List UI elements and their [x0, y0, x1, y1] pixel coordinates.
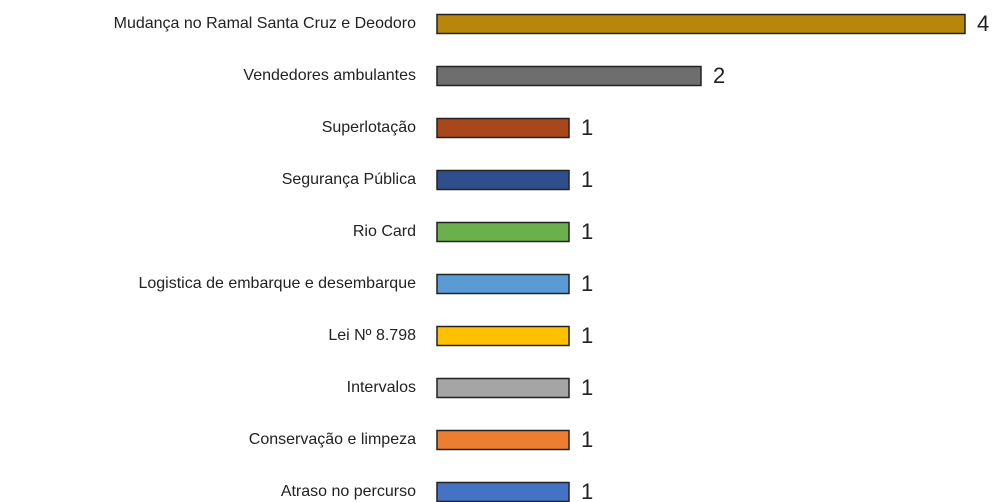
bar — [436, 221, 570, 243]
category-label: Superlotação — [322, 119, 416, 136]
category-label: Intervalos — [347, 379, 416, 396]
category-label: Logistica de embarque e desembarque — [138, 275, 416, 292]
value-label: 1 — [581, 167, 593, 192]
bar — [436, 377, 570, 399]
bar — [436, 325, 570, 347]
bar — [436, 169, 570, 191]
category-label: Mudança no Ramal Santa Cruz e Deodoro — [114, 15, 416, 32]
bar — [436, 273, 570, 295]
value-label: 1 — [581, 323, 593, 348]
value-label: 2 — [713, 63, 725, 88]
value-label: 4 — [977, 11, 989, 36]
category-label: Lei Nº 8.798 — [328, 327, 416, 344]
category-label: Segurança Pública — [282, 171, 416, 188]
value-label: 1 — [581, 375, 593, 400]
category-label: Conservação e limpeza — [249, 431, 416, 448]
value-label: 1 — [581, 115, 593, 140]
bar — [436, 13, 966, 35]
value-label: 1 — [581, 427, 593, 452]
bar — [436, 117, 570, 139]
category-label: Atraso no percurso — [281, 483, 416, 500]
category-label: Vendedores ambulantes — [243, 67, 416, 84]
value-label: 1 — [581, 479, 593, 502]
bar — [436, 429, 570, 451]
category-label: Rio Card — [353, 223, 416, 240]
bar — [436, 481, 570, 502]
value-label: 1 — [581, 271, 593, 296]
value-label: 1 — [581, 219, 593, 244]
bar — [436, 65, 702, 87]
